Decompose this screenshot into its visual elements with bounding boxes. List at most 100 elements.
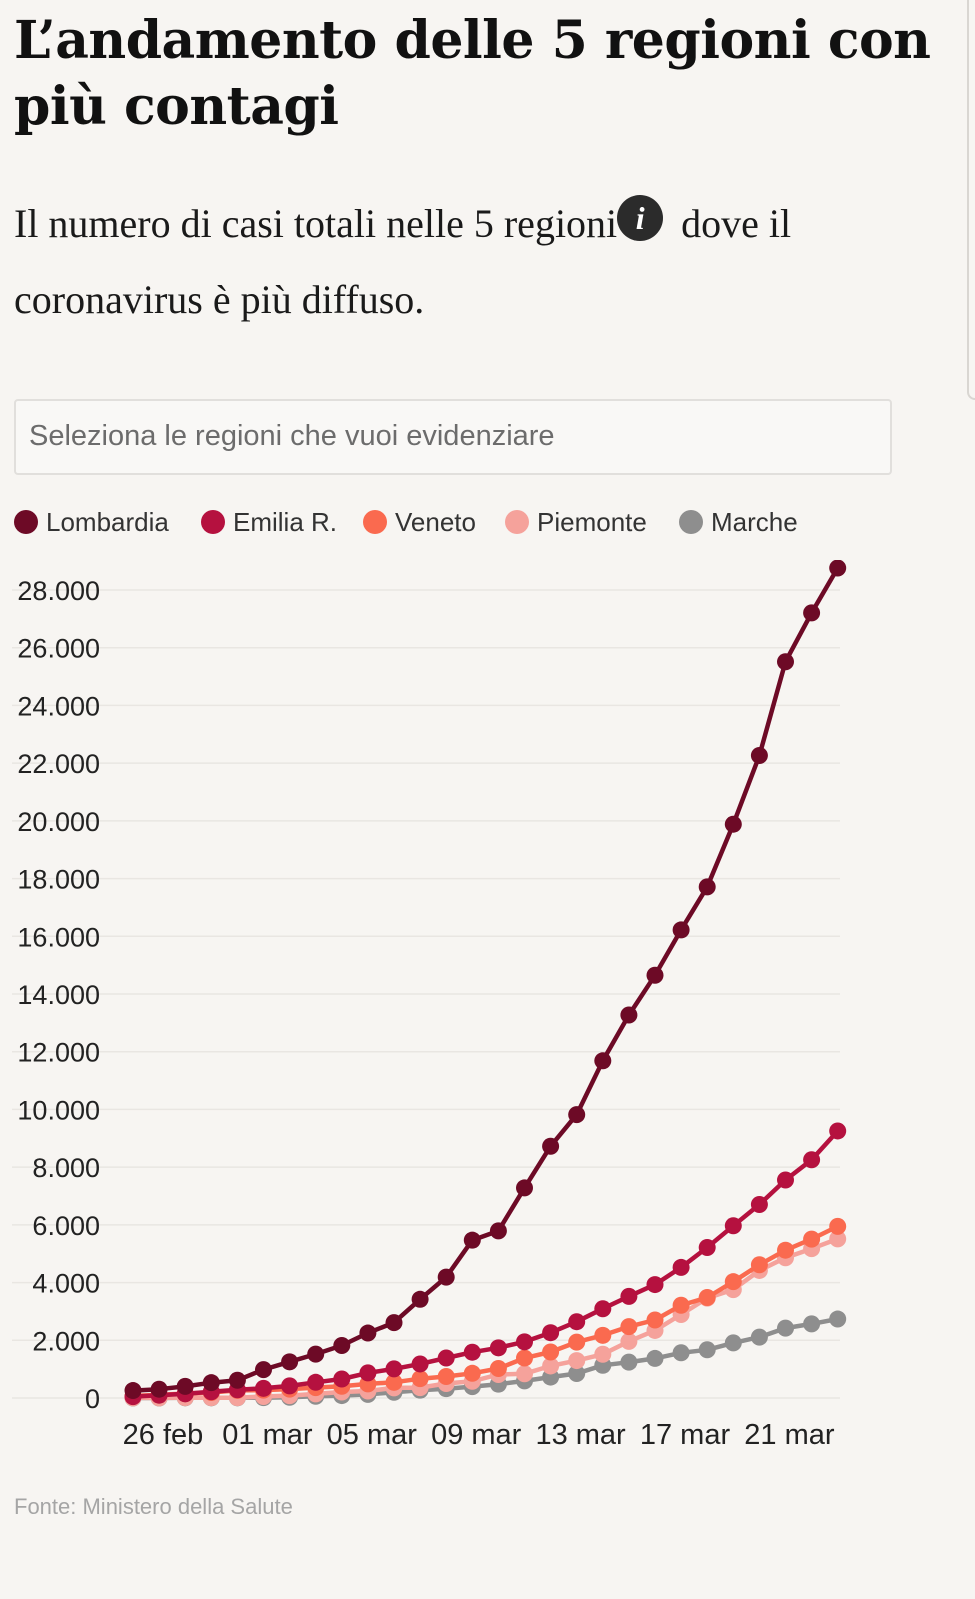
subtitle: Il numero di casi totali nelle 5 regioni… — [14, 186, 944, 338]
y-tick-label: 16.000 — [17, 922, 100, 952]
data-point-veneto — [803, 1230, 821, 1248]
data-point-emilia-r — [489, 1339, 507, 1357]
y-tick-label: 18.000 — [17, 865, 100, 895]
data-point-lombardia — [281, 1353, 299, 1371]
data-point-veneto — [750, 1256, 768, 1274]
legend-dot — [14, 510, 38, 534]
data-point-veneto — [437, 1368, 455, 1386]
data-point-veneto — [568, 1333, 586, 1351]
data-point-piemonte — [829, 1230, 847, 1248]
data-point-lombardia — [437, 1268, 455, 1286]
legend-dot — [505, 510, 529, 534]
legend-label: Veneto — [395, 507, 476, 537]
x-tick-label: 21 mar — [744, 1419, 835, 1451]
data-point-lombardia — [150, 1380, 168, 1398]
data-point-lombardia — [646, 966, 664, 984]
y-tick-label: 14.000 — [17, 980, 100, 1010]
scroll-edge[interactable] — [967, 0, 975, 400]
data-point-emilia-r — [281, 1377, 299, 1395]
data-point-lombardia — [255, 1361, 272, 1379]
y-tick-label: 24.000 — [17, 691, 100, 721]
data-point-emilia-r — [698, 1239, 716, 1257]
data-point-lombardia — [463, 1231, 481, 1249]
data-point-veneto — [489, 1359, 507, 1377]
data-point-marche — [777, 1319, 794, 1337]
region-select[interactable]: Seleziona le regioni che vuoi evidenziar… — [14, 399, 892, 475]
data-point-lombardia — [124, 1382, 142, 1400]
data-point-emilia-r — [750, 1196, 768, 1214]
data-point-lombardia — [516, 1179, 533, 1197]
x-tick-label: 01 mar — [222, 1419, 313, 1451]
data-point-marche — [829, 1310, 847, 1328]
legend-label: Piemonte — [537, 507, 647, 537]
data-point-piemonte — [568, 1352, 586, 1370]
data-point-lombardia — [568, 1106, 586, 1124]
data-point-emilia-r — [672, 1258, 690, 1276]
data-point-emilia-r — [307, 1373, 325, 1391]
data-point-emilia-r — [594, 1300, 612, 1318]
data-point-piemonte — [594, 1345, 612, 1363]
info-icon[interactable]: i — [617, 195, 664, 241]
y-tick-label: 6.000 — [32, 1211, 100, 1241]
data-point-marche — [646, 1349, 664, 1367]
data-point-lombardia — [307, 1345, 325, 1363]
data-point-emilia-r — [620, 1287, 638, 1305]
data-point-lombardia — [724, 815, 742, 833]
legend-label: Emilia R. — [233, 507, 338, 537]
data-point-emilia-r — [333, 1370, 351, 1388]
data-point-lombardia — [594, 1052, 612, 1070]
data-point-veneto — [777, 1241, 794, 1259]
x-tick-label: 13 mar — [535, 1419, 626, 1451]
data-point-lombardia — [750, 747, 768, 765]
y-tick-label: 26.000 — [17, 634, 100, 664]
line-chart: 0 2.000 4.000 6.000 8.000 10.000 12.000 14.000 1… — [12, 560, 847, 1451]
x-tick-label: 09 mar — [431, 1419, 522, 1451]
data-point-emilia-r — [724, 1217, 742, 1235]
data-point-veneto — [516, 1349, 533, 1367]
x-tick-label: 17 mar — [640, 1419, 731, 1451]
page-title: L’andamento delle 5 regioni con più cont… — [14, 10, 931, 137]
data-point-piemonte — [516, 1365, 533, 1383]
x-tick-label: 05 mar — [327, 1419, 418, 1451]
data-point-lombardia — [333, 1336, 351, 1354]
series-line-lombardia — [130, 565, 840, 1393]
data-point-marche — [672, 1344, 690, 1362]
data-point-lombardia — [698, 878, 716, 896]
data-point-veneto — [411, 1370, 429, 1388]
data-point-piemonte — [620, 1332, 638, 1350]
y-tick-label: 22.000 — [17, 749, 100, 779]
data-point-emilia-r — [568, 1313, 586, 1331]
data-point-piemonte — [542, 1357, 560, 1375]
y-tick-label: 8.000 — [32, 1153, 100, 1183]
data-point-marche — [750, 1328, 768, 1346]
y-tick-label: 12.000 — [17, 1038, 100, 1068]
data-point-veneto — [620, 1318, 638, 1336]
data-point-veneto — [594, 1326, 612, 1344]
data-point-emilia-r — [803, 1151, 821, 1169]
data-point-veneto — [463, 1364, 481, 1382]
data-point-emilia-r — [385, 1360, 403, 1378]
data-point-emilia-r — [255, 1379, 272, 1397]
data-point-emilia-r — [646, 1276, 664, 1294]
data-point-emilia-r — [542, 1324, 560, 1342]
legend-dot — [679, 510, 703, 534]
x-tick-label: 26 feb — [123, 1419, 204, 1451]
data-point-emilia-r — [516, 1333, 533, 1351]
data-point-lombardia — [489, 1222, 507, 1240]
data-point-marche — [803, 1315, 821, 1333]
data-point-lombardia — [385, 1314, 403, 1332]
data-point-marche — [620, 1353, 638, 1371]
data-point-emilia-r — [463, 1343, 481, 1361]
series-line-emilia-r — [130, 1128, 840, 1399]
data-point-emilia-r — [829, 1122, 847, 1140]
data-point-veneto — [646, 1311, 664, 1329]
y-tick-label: 28.000 — [17, 576, 100, 606]
data-point-lombardia — [202, 1374, 220, 1392]
y-tick-label: 10.000 — [17, 1095, 100, 1125]
data-point-emilia-r — [777, 1171, 794, 1189]
data-point-emilia-r — [411, 1355, 429, 1373]
source-note: Fonte: Ministero della Salute — [14, 1494, 293, 1519]
y-tick-label: 2.000 — [32, 1326, 100, 1356]
legend-dot — [201, 510, 225, 534]
data-point-lombardia — [620, 1006, 638, 1024]
